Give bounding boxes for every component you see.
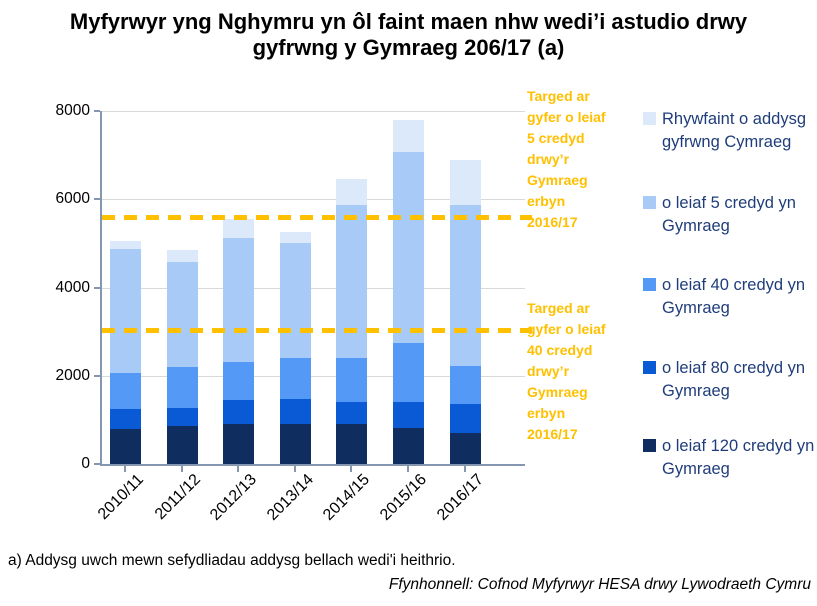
legend-swatch [643, 196, 656, 209]
x-axis-tick [293, 466, 296, 472]
chart-title-line1: Myfyrwyr yng Nghymru yn ôl faint maen nh… [69, 9, 748, 34]
y-tick-label: 2000 [55, 366, 90, 384]
x-axis-tick [350, 466, 353, 472]
y-axis-tick [94, 463, 100, 465]
bar-segment [449, 159, 481, 205]
bar-segment [336, 358, 368, 402]
bar-segment [336, 401, 368, 424]
legend-item: Rhywfaint o addysg gyfrwng Cymraeg [643, 108, 815, 154]
bar-segment [223, 400, 255, 425]
plot-area [94, 110, 532, 472]
target-label: Targed ar gyfer o leiaf 5 credyd drwy’r … [527, 88, 606, 230]
x-tick-label: 2013/14 [263, 471, 317, 524]
y-tick-label: 0 [81, 455, 90, 472]
y-axis-tick [94, 286, 100, 289]
target-line [102, 214, 532, 220]
bar-segment [336, 205, 368, 359]
bar-segment [166, 408, 198, 427]
bar-segment [279, 423, 311, 464]
x-tick-label: 2010/11 [94, 471, 148, 524]
legend-swatch [643, 278, 656, 291]
bar-segment [279, 358, 311, 400]
bar-segment [336, 423, 368, 464]
bar-segment [449, 204, 481, 366]
bar-2015/16 [393, 119, 424, 464]
x-tick-label: 2014/15 [320, 471, 374, 524]
y-tick-label: 4000 [55, 278, 90, 296]
bar-segment [110, 373, 141, 410]
bar-segment [279, 242, 311, 359]
x-tick-label: 2016/17 [433, 471, 487, 524]
bar-2012/13 [223, 219, 255, 464]
bar-segment [166, 250, 198, 263]
target-line [102, 328, 532, 334]
bar-segment [223, 238, 255, 362]
legend-swatch [643, 112, 656, 125]
bar-segment [393, 119, 424, 153]
bar-segment [110, 249, 141, 374]
bar-segment [449, 432, 481, 464]
bar-segment [166, 426, 198, 464]
bar-segment [166, 366, 198, 409]
bar-2014/15 [336, 179, 368, 464]
y-axis-tick [94, 110, 100, 112]
chart-title: Myfyrwyr yng Nghymru yn ôl faint maen nh… [0, 9, 817, 61]
bar-segment [336, 179, 368, 206]
gridline-6000 [102, 199, 525, 201]
legend-item: o leiaf 80 credyd yn Gymraeg [643, 357, 815, 403]
x-axis-tick [407, 466, 409, 472]
gridline-8000 [102, 111, 525, 112]
gridline-2000 [102, 375, 525, 377]
bar-segment [393, 343, 424, 403]
x-axis-tick [463, 466, 466, 472]
x-axis-tick [180, 466, 183, 472]
gridline-4000 [102, 287, 525, 289]
bar-2013/14 [279, 231, 311, 464]
y-tick-label: 8000 [55, 102, 90, 119]
legend-swatch [643, 361, 656, 374]
bar-2011/12 [166, 250, 198, 464]
source-credit: Ffynhonnell: Cofnod Myfyrwyr HESA drwy L… [388, 576, 811, 593]
bar-segment [223, 424, 255, 464]
legend-label: o leiaf 40 credyd yn Gymraeg [662, 276, 806, 317]
bar-segment [110, 240, 141, 250]
legend-label: Rhywfaint o addysg gyfrwng Cymraeg [662, 110, 806, 151]
y-axis-tick [94, 374, 100, 377]
x-tick-label: 2015/16 [377, 471, 431, 524]
bar-segment [449, 365, 481, 404]
x-tick-label: 2011/12 [151, 471, 204, 524]
x-axis-tick [124, 466, 126, 472]
footnote: a) Addysg uwch mewn sefydliadau addysg b… [8, 552, 456, 569]
bar-segment [166, 262, 198, 367]
bar-segment [110, 428, 141, 464]
y-axis-tick [94, 198, 100, 201]
bar-segment [279, 399, 311, 424]
bar-segment [393, 427, 424, 464]
target-label: Targed ar gyfer o leiaf 40 credyd drwy’r… [527, 300, 606, 442]
chart-title-line2: gyfrwng y Gymraeg 206/17 (a) [252, 35, 565, 60]
legend-swatch [643, 439, 656, 452]
legend-item: o leiaf 5 credyd yn Gymraeg [643, 192, 815, 238]
y-tick-label: 6000 [55, 190, 90, 208]
bar-segment [393, 402, 424, 428]
bar-segment [279, 231, 311, 243]
bar-segment [393, 152, 424, 344]
bar-2010/11 [110, 240, 141, 464]
legend-item: o leiaf 40 credyd yn Gymraeg [643, 274, 815, 320]
legend-item: o leiaf 120 credyd yn Gymraeg [643, 435, 815, 481]
bar-segment [110, 409, 141, 429]
legend-label: o leiaf 80 credyd yn Gymraeg [662, 359, 806, 400]
legend-label: o leiaf 120 credyd yn Gymraeg [662, 437, 815, 478]
bar-segment [223, 361, 255, 401]
bar-2016/17 [449, 159, 481, 464]
x-tick-label: 2012/13 [207, 471, 261, 524]
x-axis-tick [237, 466, 240, 472]
bar-segment [223, 219, 255, 239]
legend-label: o leiaf 5 credyd yn Gymraeg [662, 194, 796, 235]
bar-segment [449, 403, 481, 433]
